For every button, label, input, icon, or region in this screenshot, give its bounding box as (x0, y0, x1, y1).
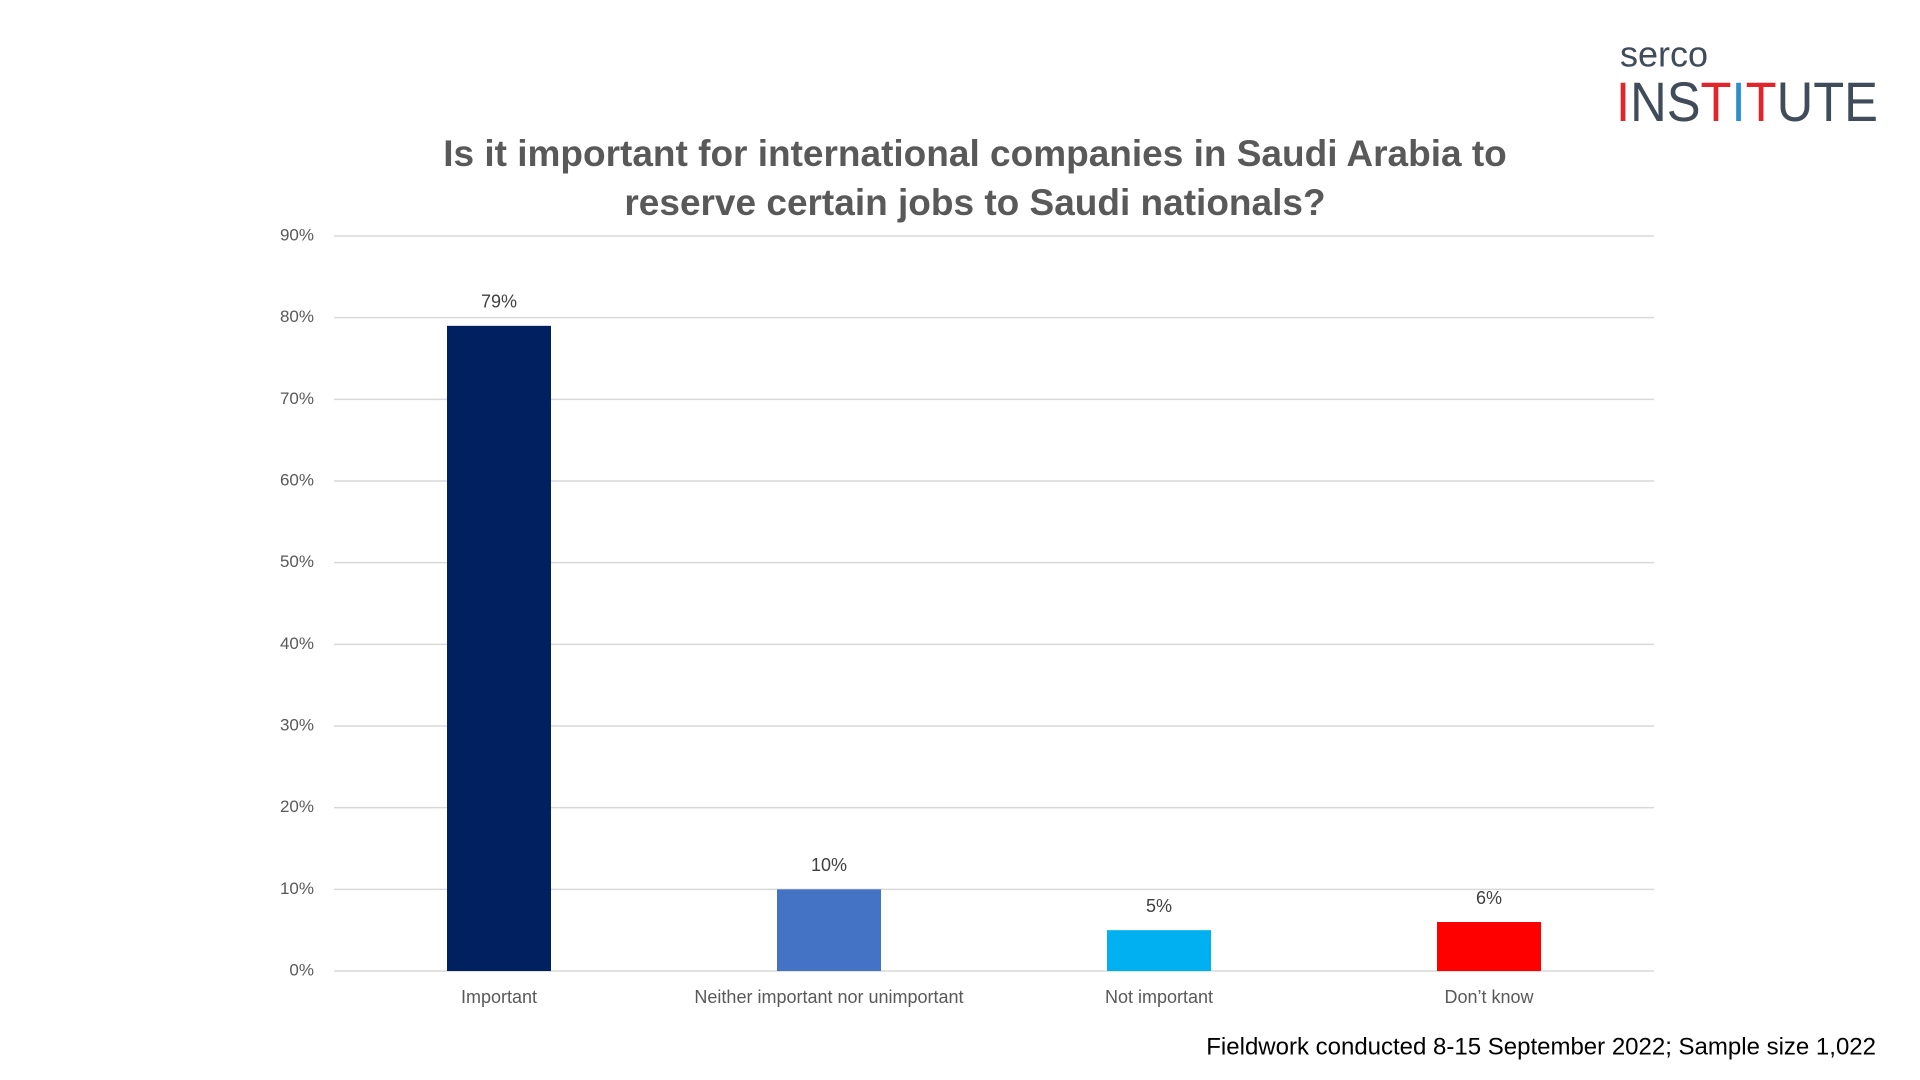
y-tick-label: 10% (280, 879, 314, 898)
x-tick-label: Don’t know (1444, 987, 1534, 1007)
data-label: 10% (811, 855, 847, 875)
x-tick-label: Important (461, 987, 537, 1007)
x-tick-label: Not important (1105, 987, 1213, 1007)
logo-top: serco (1620, 34, 1708, 75)
chart-title: Is it important for international compan… (443, 133, 1507, 174)
bar (447, 325, 551, 971)
y-tick-label: 20% (280, 797, 314, 816)
data-label: 6% (1476, 888, 1502, 908)
bar (1437, 922, 1541, 971)
bar (1107, 930, 1211, 971)
data-label: 5% (1146, 896, 1172, 916)
y-tick-label: 0% (289, 960, 314, 979)
y-tick-label: 30% (280, 715, 314, 734)
bar (777, 889, 881, 971)
y-tick-label: 70% (280, 389, 314, 408)
data-label: 79% (481, 292, 517, 312)
y-tick-label: 60% (280, 470, 314, 489)
footnote: Fieldwork conducted 8-15 September 2022;… (1206, 1033, 1876, 1060)
y-tick-label: 50% (280, 552, 314, 571)
chart-title: reserve certain jobs to Saudi nationals? (624, 182, 1325, 223)
logo-bottom: INSTITUTE (1616, 70, 1878, 133)
y-tick-label: 80% (280, 307, 314, 326)
y-tick-label: 90% (280, 225, 314, 244)
y-tick-label: 40% (280, 634, 314, 653)
x-tick-label: Neither important nor unimportant (694, 987, 963, 1007)
